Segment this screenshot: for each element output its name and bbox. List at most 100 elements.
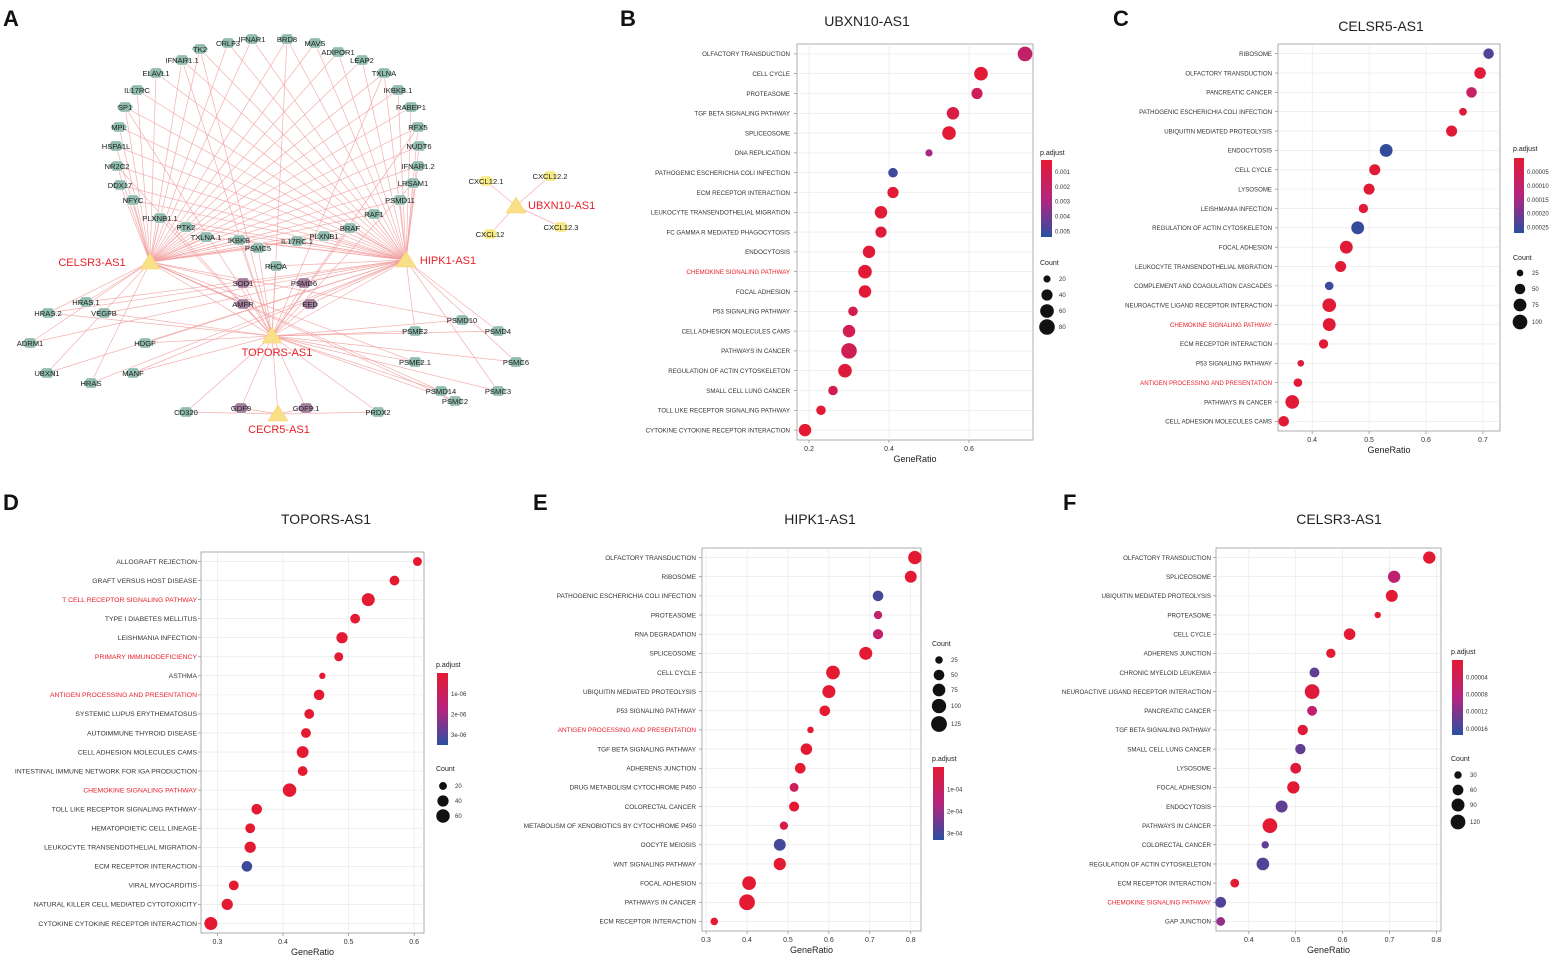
network-edge: [271, 72, 385, 337]
enrichment-dot: [389, 575, 400, 586]
enrichment-dot: [1363, 183, 1375, 195]
x-tick-label: 0.8: [906, 937, 916, 944]
network-node-label: HRAS: [80, 379, 101, 388]
count-legend-dot: [1514, 283, 1526, 295]
network-edge: [149, 261, 456, 402]
enrichment-dot: [1278, 416, 1289, 427]
x-axis-title: GeneRatio: [291, 947, 334, 957]
pathway-label: ENDOCYTOSIS: [745, 249, 790, 256]
network-node-label: RAF1: [364, 210, 383, 219]
x-tick-label: 0.6: [964, 446, 974, 453]
enrichment-dot: [925, 149, 933, 157]
hub-edge: [271, 259, 407, 337]
enrichment-dot: [1326, 648, 1336, 659]
padj-tick-label: 0.003: [1055, 200, 1071, 206]
enrichment-dot: [1285, 395, 1300, 409]
count-legend-label: 125: [951, 722, 962, 728]
lncrna-hub-label: UBXN10-AS1: [528, 200, 595, 212]
enrichment-dot: [1307, 705, 1318, 716]
x-axis-title: GeneRatio: [1307, 945, 1350, 955]
network-node-label: PLXNB1: [309, 232, 338, 241]
enrichment-dot: [819, 705, 831, 717]
dotplot-panel-b: UBXN10-AS1 OLFACTORY TRANSDUCTION CELL CYC…: [646, 13, 1071, 464]
network-node-label: IFNAR1.2: [401, 162, 434, 171]
pathway-label: PATHWAYS IN CANCER: [625, 900, 697, 907]
pathway-label: METABOLISM OF XENOBIOTICS BY CYTOCHROME …: [524, 823, 697, 830]
network-node-marker: [191, 43, 209, 55]
network-node-marker: [297, 402, 315, 414]
pathway-label: SPLICEOSOME: [1166, 574, 1211, 581]
network-node-label: RABEP1: [396, 103, 426, 112]
panel-letters: A B C D E F: [3, 6, 1129, 515]
count-legend-dot: [932, 683, 946, 697]
network-edge: [515, 175, 551, 207]
pathway-label: LEUKOCYTE TRANSENDOTHELIAL MIGRATION: [44, 845, 197, 852]
pathway-label: P53 SIGNALING PATHWAY: [616, 708, 696, 715]
network-node-label: RFX5: [408, 123, 427, 132]
panel-letter-b: B: [620, 6, 636, 31]
pathway-label: FOCAL ADHESION: [1157, 785, 1211, 792]
lncrna-hub-label: HIPK1-AS1: [420, 255, 476, 267]
count-legend-dot: [931, 698, 947, 714]
network-node-marker: [369, 406, 387, 418]
enrichment-dot: [1387, 570, 1401, 583]
enrichment-dot: [1483, 48, 1494, 59]
network-edge: [399, 199, 407, 261]
network-edge: [286, 38, 407, 261]
network-node-label: PRDX2: [365, 408, 390, 417]
count-legend-label: 30: [1470, 773, 1477, 779]
pathway-label: RIBOSOME: [1239, 51, 1272, 58]
lncrna-hub-label: TOPORS-AS1: [242, 347, 313, 359]
enrichment-dot: [789, 801, 800, 812]
network-edge: [257, 247, 273, 337]
pathway-label: FOCAL ADHESION: [736, 289, 790, 296]
enrichment-dot: [1318, 339, 1329, 349]
padj-tick-label: 2e-06: [451, 712, 467, 718]
enrichment-dot: [842, 324, 856, 338]
enrichment-dot: [1351, 221, 1365, 235]
network-node-marker: [432, 385, 450, 397]
network-node-marker: [151, 212, 169, 224]
network-node-label: HRAS.1: [72, 298, 99, 307]
enrichment-dot: [1297, 724, 1308, 736]
network-node-marker: [267, 260, 285, 272]
network-edge: [323, 235, 407, 261]
pathway-label: REGULATION OF ACTIN CYTOSKELETON: [1089, 861, 1211, 868]
network-node-label: HDGF: [134, 339, 156, 348]
padj-tick-label: 0.002: [1055, 185, 1071, 191]
pathway-label: CYTOKINE CYTOKINE RECEPTOR INTERACTION: [38, 921, 197, 928]
network-node-marker: [234, 298, 252, 310]
network-edge: [349, 227, 407, 261]
plot-frame: [1215, 547, 1442, 932]
pathway-label: TOLL LIKE RECEPTOR SIGNALING PATHWAY: [658, 408, 790, 415]
count-legend-label: 80: [1059, 325, 1066, 331]
x-tick-label: 0.6: [1421, 437, 1431, 444]
padj-tick-label: 0.00004: [1466, 675, 1488, 681]
padj-tick-label: 0.00010: [1527, 184, 1549, 190]
enrichment-dot: [336, 632, 348, 644]
network-node-label: NFYC: [123, 196, 144, 205]
enrichment-dot: [816, 405, 826, 416]
network-node-label: ADRM1: [17, 339, 44, 348]
network-node-label: IL17RC: [124, 86, 150, 95]
network-node-label: ADIPOR1: [321, 48, 354, 57]
x-tick-label: 0.7: [1385, 937, 1395, 944]
enrichment-dot: [800, 743, 813, 755]
padj-legend-title: p.adjust: [1451, 649, 1476, 656]
network-edge: [149, 59, 183, 263]
pathway-label: ECM RECEPTOR INTERACTION: [1118, 880, 1211, 887]
enrichment-dot: [1216, 917, 1226, 926]
enrichment-dot: [1466, 87, 1477, 98]
network-node-marker: [481, 228, 499, 240]
network-edge: [47, 259, 407, 314]
pathway-label: OLFACTORY TRANSDUCTION: [605, 555, 696, 562]
count-legend-label: 100: [951, 704, 962, 710]
hub-edge: [149, 261, 273, 337]
network-node-marker: [177, 406, 195, 418]
enrichment-dot: [1297, 359, 1305, 367]
plot-frame: [1277, 43, 1501, 432]
enrichment-dot: [1339, 240, 1353, 254]
enrichment-dot: [350, 613, 361, 624]
pathway-label: SYSTEMIC LUPUS ERYTHEMATOSUS: [75, 711, 197, 718]
pathway-label: LEUKOCYTE TRANSENDOTHELIAL MIGRATION: [1135, 264, 1272, 271]
